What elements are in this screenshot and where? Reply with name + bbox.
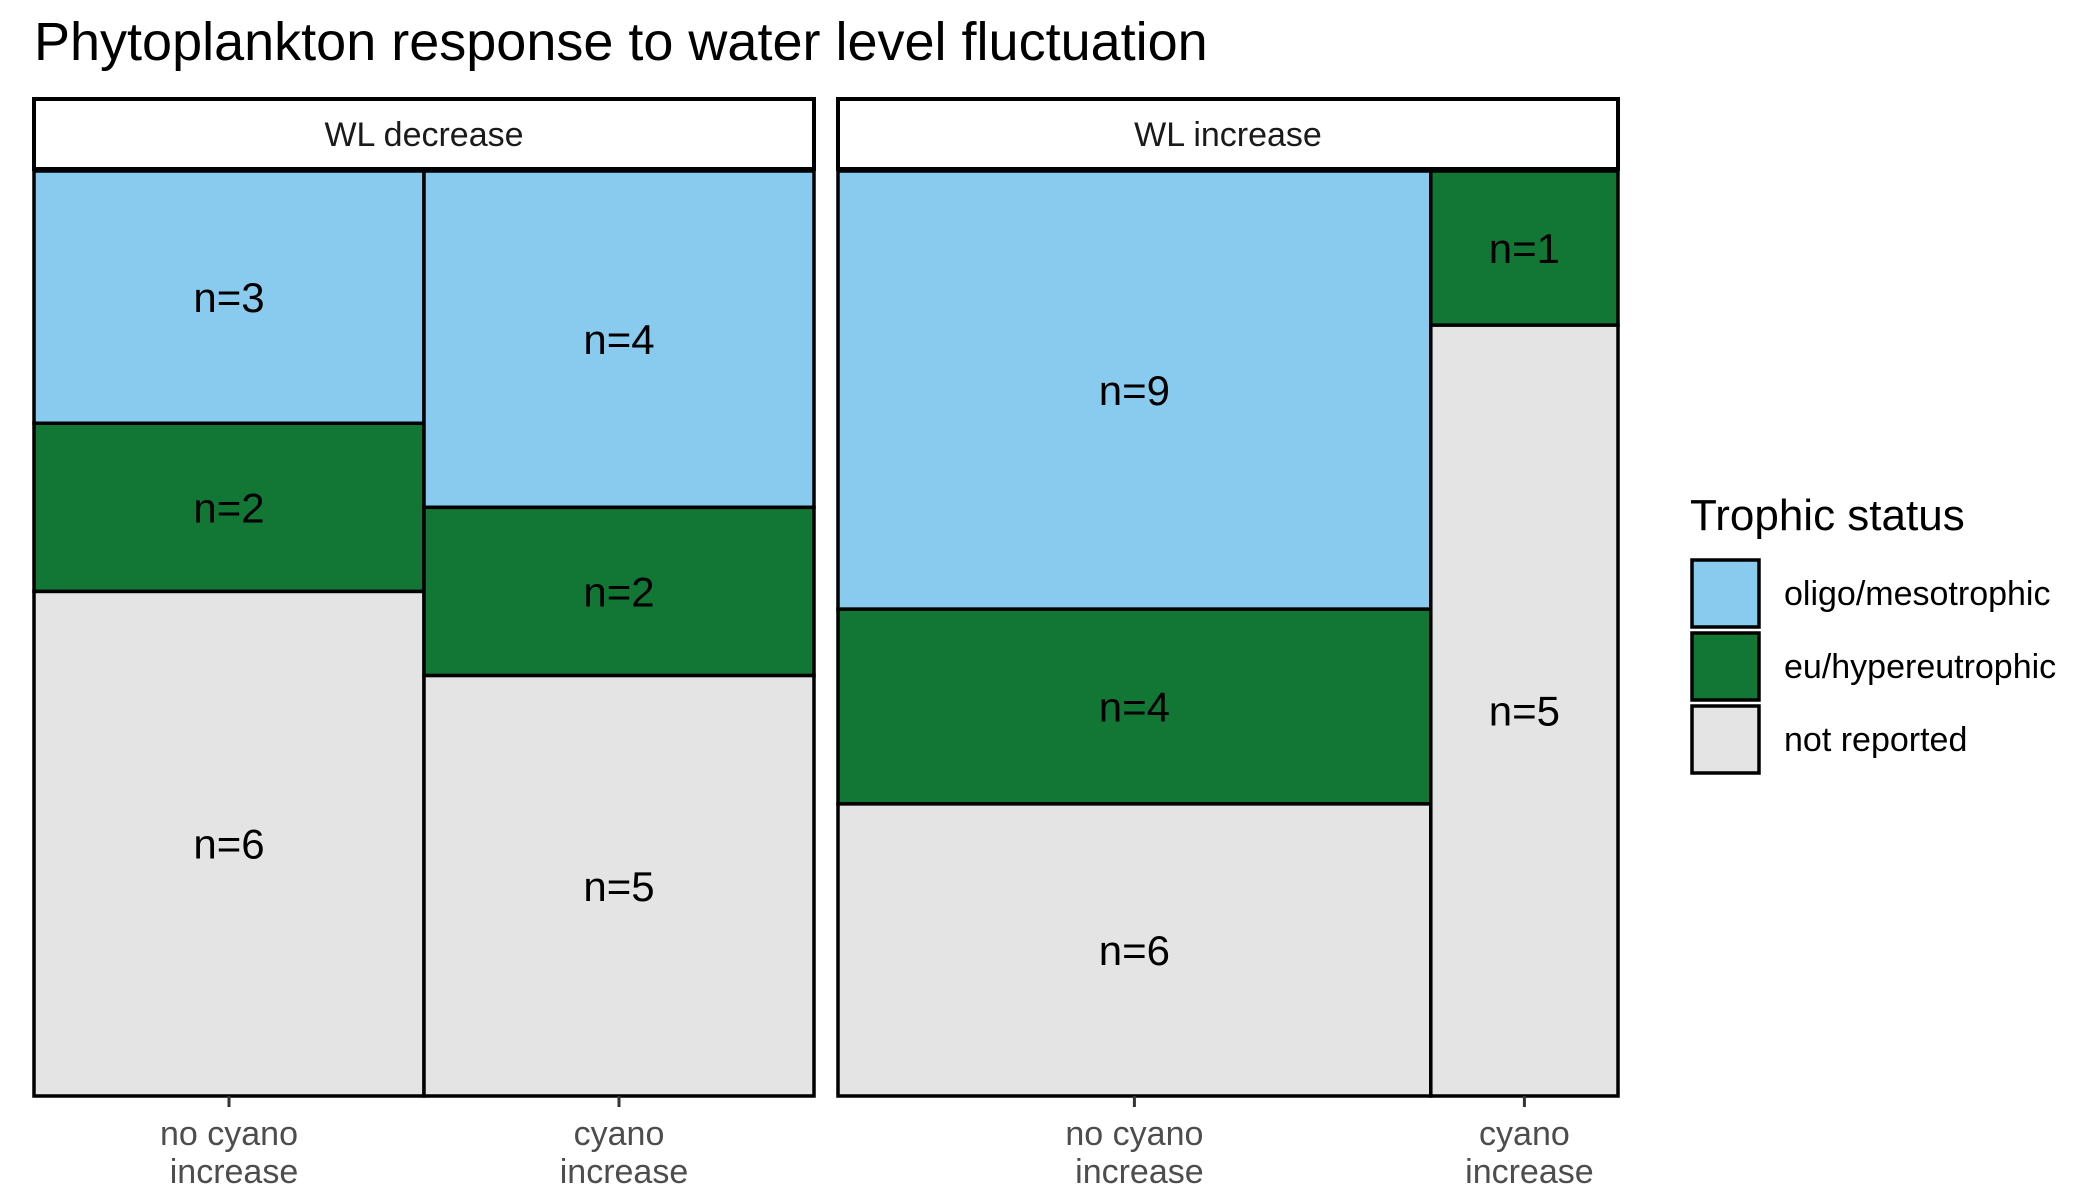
mosaic-cell-notrep	[422, 673, 816, 1098]
cell-count-label: n=5	[1489, 688, 1560, 735]
legend-swatch	[1690, 558, 1761, 629]
mosaic-cell-eutro	[1429, 169, 1620, 327]
cell-count-label: n=9	[1099, 367, 1170, 414]
mosaic-cell-oligo	[422, 169, 816, 510]
legend-swatch	[1690, 704, 1761, 775]
mosaic-cell-eutro	[422, 505, 816, 678]
x-tick-label: cyano increase	[1465, 1115, 1594, 1191]
cell-count-label: n=3	[193, 274, 264, 321]
mosaic-column-2: n=4 n=2 n=5 cyano increase	[422, 169, 816, 1191]
cell-count-label: n=4	[583, 316, 654, 363]
x-tick-label: no cyano increase	[160, 1115, 298, 1191]
cell-count-label: n=5	[583, 863, 654, 910]
mosaic-column-1: n=9 n=4 n=6 no cyano increase	[836, 169, 1433, 1191]
mosaic-cell-notrep	[32, 589, 426, 1098]
facet-strip	[32, 97, 816, 171]
cell-count-label: n=6	[1099, 927, 1170, 974]
legend: Trophic status oligo/mesotrophic eu/hypere…	[1690, 491, 2056, 775]
mosaic-cell-notrep	[836, 802, 1433, 1098]
cell-count-label: n=1	[1489, 225, 1560, 272]
legend-label: eu/hypereutrophic	[1784, 648, 2056, 686]
cell-count-label: n=4	[1099, 684, 1170, 731]
mosaic-column-2: n=1 n=5 cyano increase	[1429, 169, 1620, 1191]
legend-item-notrep: not reported	[1690, 704, 1967, 775]
mosaic-cell-oligo	[836, 169, 1433, 611]
cell-count-label: n=2	[193, 484, 264, 531]
legend-item-eutro: eu/hypereutrophic	[1690, 631, 2056, 702]
cell-count-label: n=2	[583, 568, 654, 615]
legend-item-oligo: oligo/mesotrophic	[1690, 558, 2050, 629]
mosaic-cell-oligo	[32, 169, 426, 426]
legend-label: oligo/mesotrophic	[1784, 575, 2050, 613]
mosaic-column-1: n=3 n=2 n=6 no cyano increase	[32, 169, 426, 1191]
legend-label: not reported	[1784, 721, 1967, 759]
facet-strip-label: WL increase	[1134, 116, 1322, 154]
mosaic-cell-notrep	[1429, 323, 1620, 1098]
x-tick-label: no cyano increase	[1065, 1115, 1203, 1191]
mosaic-cell-eutro	[836, 607, 1433, 806]
facet-strip	[836, 97, 1620, 171]
chart-title: Phytoplankton response to water level fl…	[34, 12, 1208, 72]
facet-strip-label: WL decrease	[324, 116, 523, 154]
mosaic-cell-eutro	[32, 421, 426, 594]
legend-swatch	[1690, 631, 1761, 702]
legend-title: Trophic status	[1690, 491, 1965, 540]
x-tick-label: cyano increase	[560, 1115, 689, 1191]
cell-count-label: n=6	[193, 821, 264, 868]
